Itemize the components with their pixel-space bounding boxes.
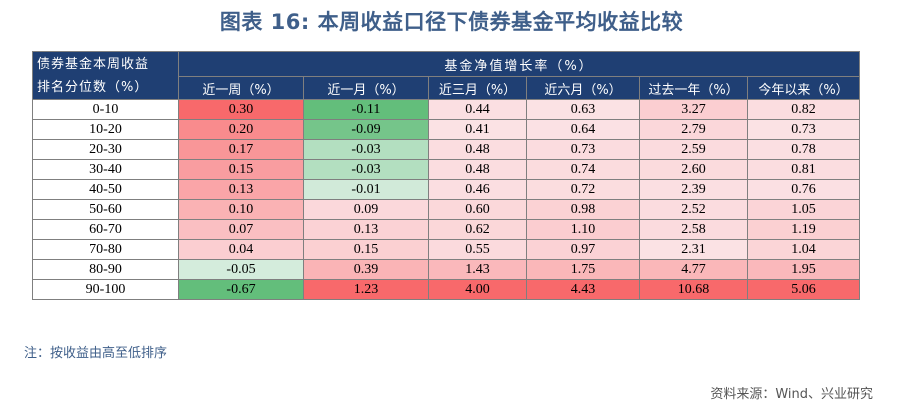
value-cell-6m: 0.97	[526, 239, 640, 260]
value-cell-ytd: 1.05	[747, 199, 860, 220]
value-cell-1m: -0.09	[303, 119, 429, 140]
value-cell-6m: 1.10	[526, 219, 640, 240]
table-row: 10-20 0.20 -0.09 0.41 0.64 2.79 0.73	[32, 119, 860, 140]
table-row: 30-40 0.15 -0.03 0.48 0.74 2.60 0.81	[32, 159, 860, 180]
value-cell-ytd: 5.06	[747, 279, 860, 300]
value-cell-1w: 0.15	[178, 159, 304, 180]
value-cell-ytd: 1.04	[747, 239, 860, 260]
value-cell-1w: 0.20	[178, 119, 304, 140]
value-cell-1y: 4.77	[639, 259, 748, 280]
value-cell-1y: 2.60	[639, 159, 748, 180]
table-row: 70-80 0.04 0.15 0.55 0.97 2.31 1.04	[32, 239, 860, 260]
value-cell-6m: 0.73	[526, 139, 640, 160]
rank-cell: 50-60	[32, 199, 179, 220]
table-row: 20-30 0.17 -0.03 0.48 0.73 2.59 0.78	[32, 139, 860, 160]
value-cell-1y: 2.59	[639, 139, 748, 160]
rank-cell: 80-90	[32, 259, 179, 280]
value-cell-1w: 0.30	[178, 99, 304, 120]
col-header-6m: 近六月（%）	[526, 76, 640, 100]
value-cell-1w: 0.04	[178, 239, 304, 260]
value-cell-1y: 2.52	[639, 199, 748, 220]
value-cell-3m: 0.60	[428, 199, 527, 220]
rank-cell: 40-50	[32, 179, 179, 200]
value-cell-ytd: 0.78	[747, 139, 860, 160]
value-cell-6m: 0.98	[526, 199, 640, 220]
table-row: 90-100 -0.67 1.23 4.00 4.43 10.68 5.06	[32, 279, 860, 300]
value-cell-3m: 0.41	[428, 119, 527, 140]
value-cell-3m: 0.44	[428, 99, 527, 120]
table-row: 0-10 0.30 -0.11 0.44 0.63 3.27 0.82	[32, 99, 860, 120]
value-cell-1w: 0.07	[178, 219, 304, 240]
source-note: 资料来源：Wind、兴业研究	[710, 387, 873, 402]
table-row: 80-90 -0.05 0.39 1.43 1.75 4.77 1.95	[32, 259, 860, 280]
value-cell-3m: 0.46	[428, 179, 527, 200]
col-header-1y: 过去一年（%）	[639, 76, 748, 100]
value-cell-6m: 0.72	[526, 179, 640, 200]
corner-line-1: 债券基金本周收益	[37, 56, 150, 72]
rank-cell: 20-30	[32, 139, 179, 160]
col-header-3m: 近三月（%）	[428, 76, 527, 100]
value-cell-1m: 0.13	[303, 219, 429, 240]
corner-line-2: 排名分位数（%）	[37, 79, 149, 95]
value-cell-1y: 2.31	[639, 239, 748, 260]
value-cell-1m: 1.23	[303, 279, 429, 300]
value-cell-1y: 10.68	[639, 279, 748, 300]
table-row: 40-50 0.13 -0.01 0.46 0.72 2.39 0.76	[32, 179, 860, 200]
value-cell-6m: 0.74	[526, 159, 640, 180]
value-cell-6m: 1.75	[526, 259, 640, 280]
value-cell-1y: 3.27	[639, 99, 748, 120]
value-cell-3m: 0.48	[428, 159, 527, 180]
value-cell-1m: -0.03	[303, 139, 429, 160]
value-cell-1m: -0.11	[303, 99, 429, 120]
value-cell-1y: 2.39	[639, 179, 748, 200]
value-cell-1m: 0.09	[303, 199, 429, 220]
value-cell-1w: -0.05	[178, 259, 304, 280]
value-cell-6m: 4.43	[526, 279, 640, 300]
value-cell-3m: 0.62	[428, 219, 527, 240]
bond-fund-return-table: 债券基金本周收益 排名分位数（%） 基金净值增长率（%） 近一周（%） 近一月（…	[32, 51, 860, 300]
value-cell-ytd: 0.73	[747, 119, 860, 140]
value-cell-1m: -0.03	[303, 159, 429, 180]
col-header-1m: 近一月（%）	[303, 76, 429, 100]
value-cell-6m: 0.63	[526, 99, 640, 120]
value-cell-ytd: 0.76	[747, 179, 860, 200]
rank-cell: 70-80	[32, 239, 179, 260]
rank-cell: 30-40	[32, 159, 179, 180]
value-cell-ytd: 0.81	[747, 159, 860, 180]
value-cell-1w: 0.13	[178, 179, 304, 200]
table-row: 50-60 0.10 0.09 0.60 0.98 2.52 1.05	[32, 199, 860, 220]
value-cell-1w: 0.10	[178, 199, 304, 220]
value-cell-1m: -0.01	[303, 179, 429, 200]
value-cell-6m: 0.64	[526, 119, 640, 140]
col-header-1w: 近一周（%）	[178, 76, 304, 100]
value-cell-ytd: 1.19	[747, 219, 860, 240]
value-cell-ytd: 1.95	[747, 259, 860, 280]
value-cell-1y: 2.58	[639, 219, 748, 240]
value-cell-1w: 0.17	[178, 139, 304, 160]
table-body: 0-10 0.30 -0.11 0.44 0.63 3.27 0.82 10-20 0.20 -0…	[32, 99, 860, 300]
value-cell-3m: 4.00	[428, 279, 527, 300]
value-cell-ytd: 0.82	[747, 99, 860, 120]
value-cell-3m: 0.55	[428, 239, 527, 260]
rank-percentile-header: 债券基金本周收益 排名分位数（%）	[32, 51, 179, 100]
chart-title: 图表 16: 本周收益口径下债券基金平均收益比较	[219, 10, 684, 34]
rank-cell: 0-10	[32, 99, 179, 120]
value-cell-3m: 0.48	[428, 139, 527, 160]
value-cell-1m: 0.39	[303, 259, 429, 280]
value-cell-3m: 1.43	[428, 259, 527, 280]
footnote: 注：按收益由高至低排序	[24, 346, 168, 361]
value-cell-1m: 0.15	[303, 239, 429, 260]
value-cell-1w: -0.67	[178, 279, 304, 300]
value-cell-1y: 2.79	[639, 119, 748, 140]
net-value-growth-header: 基金净值增长率（%）	[178, 51, 860, 77]
rank-cell: 90-100	[32, 279, 179, 300]
rank-cell: 10-20	[32, 119, 179, 140]
table-row: 60-70 0.07 0.13 0.62 1.10 2.58 1.19	[32, 219, 860, 240]
rank-cell: 60-70	[32, 219, 179, 240]
col-header-ytd: 今年以来（%）	[747, 76, 860, 100]
